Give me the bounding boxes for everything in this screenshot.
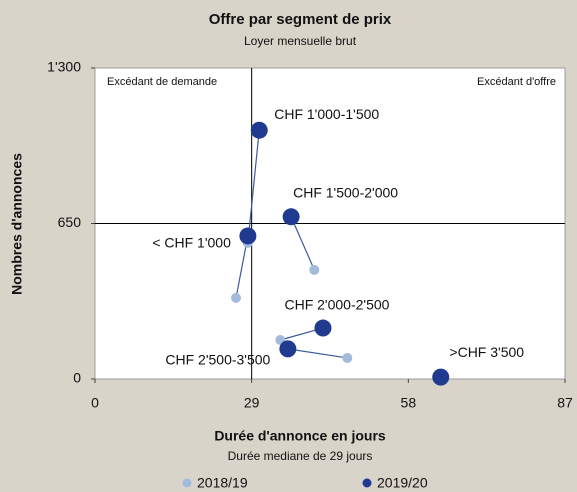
point [342,352,353,363]
connector [247,130,260,243]
point-label: < CHF 1'000 [152,235,231,251]
x-tick-label: 58 [401,395,417,411]
point [239,227,257,245]
chart-title: Offre par segment de prix [209,11,392,28]
point-label: CHF 1'000-1'500 [274,106,379,122]
x-axis-note: Durée mediane de 29 jours [228,449,373,463]
quadrant-label: Excédant d'offre [477,76,556,88]
legend-marker [182,478,192,488]
chart-subtitle: Loyer mensuelle brut [244,34,357,48]
point-label: CHF 2'000-2'500 [284,297,389,313]
y-axis-label: Nombres d'annonces [9,153,25,295]
quadrant-label: Excédant de demande [107,76,217,88]
point [314,319,332,337]
point-label: CHF 1'500-2'000 [293,185,398,201]
legend-marker [362,478,372,488]
x-tick-label: 29 [244,395,260,411]
x-tick-label: 87 [557,395,573,411]
point [250,121,268,139]
y-tick-label: 650 [58,214,82,230]
point-label: >CHF 3'500 [449,344,524,360]
point [282,208,300,226]
point [231,292,241,303]
point-label: CHF 2'500-3'500 [165,352,270,368]
point [309,264,320,275]
x-tick-label: 0 [91,395,99,411]
connector [290,216,315,271]
legend-label: 2018/19 [197,475,248,491]
legend-label: 2019/20 [377,475,428,491]
y-tick-label: 1'300 [47,59,81,75]
point [432,368,450,386]
connector [287,348,348,359]
point [279,340,297,358]
x-axis-label: Durée d'annonce en jours [214,428,386,444]
y-tick-label: 0 [73,370,81,386]
